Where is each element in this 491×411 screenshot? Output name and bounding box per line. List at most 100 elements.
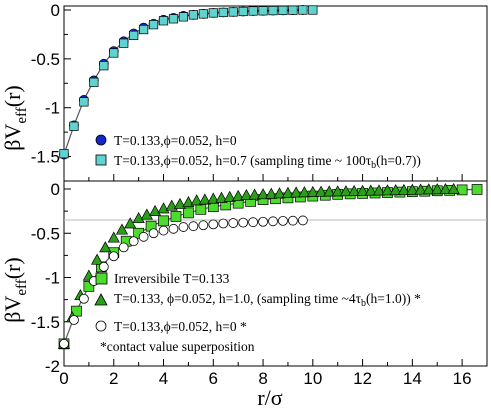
bottom-series-2-point-15: [208, 219, 219, 230]
bottom-series-1-point-20: [223, 190, 236, 202]
bottom-series-1-point-46: [439, 182, 452, 195]
bottom-series-2-point-16: [218, 218, 229, 229]
bottom-plot-frame: [63, 180, 488, 367]
bottom-series-2-point-17: [228, 218, 239, 228]
bottom-series-2-point-5: [108, 251, 119, 262]
top-series-1-point-0: [59, 149, 69, 159]
bottom-series-2-point-2: [79, 293, 89, 304]
bottom-series-2-point-11: [168, 223, 179, 234]
bottom-series-1-point-23: [248, 188, 261, 200]
top-series-1-point-16: [218, 7, 228, 18]
bottom-series-1-point-6: [107, 231, 120, 243]
bottom-y-label-main: βV: [0, 296, 25, 323]
bottom-series-2-point-24: [297, 215, 308, 226]
bottom-series-2-point-19: [248, 217, 259, 228]
bottom-series-2-point-13: [188, 221, 199, 232]
bottom-series-1-point-27: [281, 186, 295, 198]
top-legend-text-1: T=0.133,ϕ=0.052, h=0.7 (sampling time ~ …: [114, 153, 421, 171]
bottom-y-axis-label: βVeff(r): [0, 257, 30, 322]
xtick-label-3: 6: [209, 369, 218, 388]
bottom-series-1-point-7: [115, 223, 129, 235]
bottom-series-1-point-43: [414, 183, 427, 195]
top-marks: [59, 5, 318, 160]
top-series-1-point-23: [288, 5, 298, 15]
bottom-y-label-sub: eff: [14, 279, 30, 295]
bottom-series-2-point-8: [138, 231, 149, 242]
top-series-1-point-15: [208, 8, 218, 18]
bottom-legend: Irreversibile T=0.133 T=0.133, ϕ=0.052, …: [94, 271, 421, 354]
top-series-1-point-4: [99, 61, 109, 71]
bottom-legend-marker-0: [95, 272, 108, 285]
top-x-ticks: [63, 174, 488, 181]
bottom-series-1-point-32: [323, 185, 336, 197]
bottom-series-1-point-41: [397, 183, 410, 195]
bottom-series-2-point-20: [258, 216, 268, 227]
bottom-series-2-point-12: [178, 222, 189, 232]
bottom-series-2-point-6: [118, 242, 129, 253]
top-series-1-point-24: [298, 5, 308, 15]
bottom-series-1-point-16: [190, 194, 203, 206]
top-ytick-label-0: 0: [51, 1, 60, 20]
xtick-label-4: 8: [258, 369, 267, 388]
bottom-series-1-point-5: [99, 241, 112, 253]
bottom-series-1-point-44: [422, 183, 435, 195]
bottom-series-1-point-17: [198, 193, 211, 205]
bottom-series-0-point-11: [195, 204, 207, 215]
top-y-label-main: βV: [0, 124, 25, 151]
xtick-label-1: 2: [109, 369, 118, 388]
bottom-x-ticks: 0 2 4 6 8 10 12 14 16: [59, 359, 488, 388]
top-series-1-point-11: [168, 14, 179, 24]
bottom-series-2-point-4: [98, 261, 109, 272]
bottom-legend-marker-1: [94, 293, 108, 306]
bottom-series-2-point-1: [69, 315, 79, 325]
bottom-series-1-point-31: [314, 185, 328, 197]
bottom-series-1-point-36: [356, 184, 369, 196]
top-series-1-point-20: [258, 6, 268, 16]
bottom-series-2-point-18: [238, 217, 249, 228]
bottom-series-1-point-34: [339, 185, 353, 197]
bottom-series-2-point-9: [148, 228, 159, 239]
bottom-series-2-point-23: [288, 215, 298, 226]
top-series-1-point-13: [188, 10, 198, 20]
top-series-1-point-21: [268, 5, 278, 16]
bottom-ytick-label-1: -0.5: [31, 224, 60, 243]
bottom-series-1-point-33: [331, 185, 344, 197]
bottom-series-2-point-14: [198, 220, 209, 231]
contact-note: *contact value superposition: [100, 339, 255, 354]
top-series-1-point-19: [248, 6, 258, 16]
bottom-series-0-point-8: [158, 215, 169, 227]
bottom-series-0-point-10: [183, 207, 194, 219]
bottom-series-1-point-28: [290, 186, 303, 198]
top-series-1-point-9: [148, 20, 159, 30]
top-legend-marker-0: [95, 134, 107, 146]
top-legend-marker-1: [95, 154, 107, 166]
top-series-1-point-6: [119, 38, 129, 48]
bottom-series-1-point-39: [381, 184, 394, 196]
bottom-marks: [57, 182, 483, 350]
top-series-1-point-2: [79, 97, 89, 107]
xtick-label-5: 10: [303, 369, 322, 388]
top-panel: 0 -0.5 -1 -1.5 βVeff(r) T=0.133,ϕ=0.052, h=…: [0, 1, 488, 182]
top-series-1-point-7: [129, 30, 139, 41]
bottom-series-1-point-4: [91, 253, 104, 265]
x-axis-label: r/σ: [257, 385, 282, 410]
bottom-series-1-point-11: [148, 204, 162, 216]
bottom-legend-text-1: T=0.133, ϕ=0.052, h=1.0, (sampling time …: [114, 291, 421, 309]
bottom-ytick-label-0: 0: [51, 180, 60, 199]
xtick-label-2: 4: [159, 369, 168, 388]
bottom-series-2-point-7: [128, 236, 139, 247]
bottom-series-1-point-10: [140, 208, 153, 220]
bottom-series-0-point-2: [83, 281, 95, 292]
top-ytick-label-1: -0.5: [31, 50, 60, 69]
bottom-series-1-point-30: [306, 185, 319, 197]
bottom-series-0-point-33: [471, 184, 483, 195]
bottom-series-1-point-18: [207, 192, 220, 204]
bottom-ytick-label-3: -1.5: [31, 313, 60, 332]
bottom-series-1-point-14: [173, 197, 187, 209]
top-series-1-point-12: [178, 12, 189, 22]
bottom-series-1-point-29: [298, 186, 311, 198]
bottom-series-1-point-35: [348, 184, 361, 196]
bottom-series-1-point-40: [389, 184, 402, 196]
bottom-ytick-label-4: -2: [45, 357, 60, 376]
